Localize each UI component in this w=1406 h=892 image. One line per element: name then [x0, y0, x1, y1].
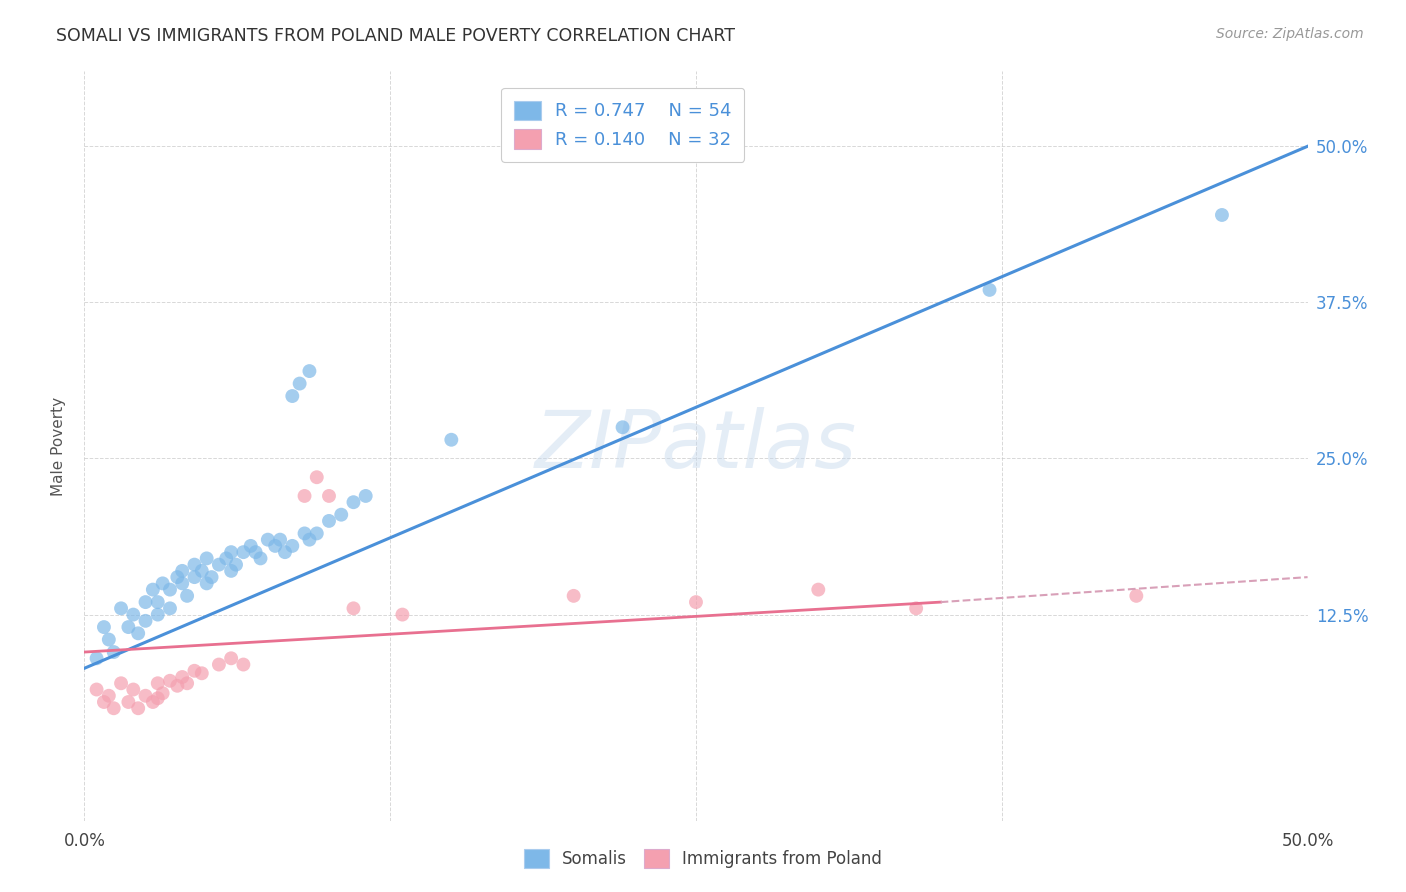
Point: [239, 539, 262, 553]
Point: [146, 691, 169, 706]
Point: [562, 589, 585, 603]
Point: [152, 686, 174, 700]
Point: [103, 645, 125, 659]
Point: [440, 433, 463, 447]
Point: [110, 601, 132, 615]
Legend: R = 0.747    N = 54, R = 0.140    N = 32: R = 0.747 N = 54, R = 0.140 N = 32: [501, 88, 744, 162]
Point: [122, 682, 145, 697]
Point: [195, 576, 218, 591]
Point: [172, 576, 194, 591]
Point: [281, 389, 304, 403]
Point: [146, 676, 169, 690]
Point: [103, 701, 125, 715]
Point: [183, 558, 205, 572]
Point: [305, 470, 328, 484]
Point: [1125, 589, 1147, 603]
Point: [219, 545, 242, 559]
Point: [232, 545, 254, 559]
Point: [135, 689, 157, 703]
Point: [305, 526, 328, 541]
Point: [342, 601, 364, 615]
Point: [294, 526, 316, 541]
Point: [219, 651, 242, 665]
Text: SOMALI VS IMMIGRANTS FROM POLAND MALE POVERTY CORRELATION CHART: SOMALI VS IMMIGRANTS FROM POLAND MALE PO…: [56, 27, 735, 45]
Point: [264, 539, 287, 553]
Legend: Somalis, Immigrants from Poland: Somalis, Immigrants from Poland: [517, 843, 889, 875]
Point: [219, 564, 242, 578]
Point: [146, 607, 169, 622]
Point: [208, 558, 231, 572]
Point: [166, 570, 188, 584]
Point: [274, 545, 297, 559]
Text: ZIPatlas: ZIPatlas: [534, 407, 858, 485]
Point: [288, 376, 311, 391]
Point: [117, 620, 139, 634]
Point: [807, 582, 830, 597]
Point: [93, 620, 115, 634]
Point: [172, 564, 194, 578]
Point: [152, 576, 174, 591]
Point: [208, 657, 231, 672]
Y-axis label: Male Poverty: Male Poverty: [51, 396, 66, 496]
Point: [159, 673, 181, 688]
Point: [176, 676, 198, 690]
Point: [294, 489, 316, 503]
Point: [354, 489, 377, 503]
Point: [342, 495, 364, 509]
Point: [330, 508, 353, 522]
Point: [232, 657, 254, 672]
Point: [225, 558, 247, 572]
Point: [172, 670, 194, 684]
Point: [93, 695, 115, 709]
Point: [318, 514, 340, 528]
Point: [122, 607, 145, 622]
Point: [142, 695, 165, 709]
Point: [281, 539, 304, 553]
Point: [257, 533, 280, 547]
Point: [191, 666, 214, 681]
Point: [135, 595, 157, 609]
Point: [298, 364, 321, 378]
Point: [245, 545, 267, 559]
Point: [391, 607, 413, 622]
Point: [86, 682, 108, 697]
Point: [183, 570, 205, 584]
Point: [159, 601, 181, 615]
Point: [110, 676, 132, 690]
Point: [200, 570, 222, 584]
Point: [127, 626, 149, 640]
Text: Source: ZipAtlas.com: Source: ZipAtlas.com: [1216, 27, 1364, 41]
Point: [612, 420, 634, 434]
Point: [249, 551, 271, 566]
Point: [1211, 208, 1233, 222]
Point: [176, 589, 198, 603]
Point: [166, 679, 188, 693]
Point: [142, 582, 165, 597]
Point: [117, 695, 139, 709]
Point: [135, 614, 157, 628]
Point: [86, 651, 108, 665]
Point: [269, 533, 291, 547]
Point: [979, 283, 1001, 297]
Point: [146, 595, 169, 609]
Point: [97, 689, 120, 703]
Point: [127, 701, 149, 715]
Point: [318, 489, 340, 503]
Point: [97, 632, 120, 647]
Point: [191, 564, 214, 578]
Point: [159, 582, 181, 597]
Point: [298, 533, 321, 547]
Point: [905, 601, 928, 615]
Point: [685, 595, 707, 609]
Point: [195, 551, 218, 566]
Point: [215, 551, 238, 566]
Point: [183, 664, 205, 678]
